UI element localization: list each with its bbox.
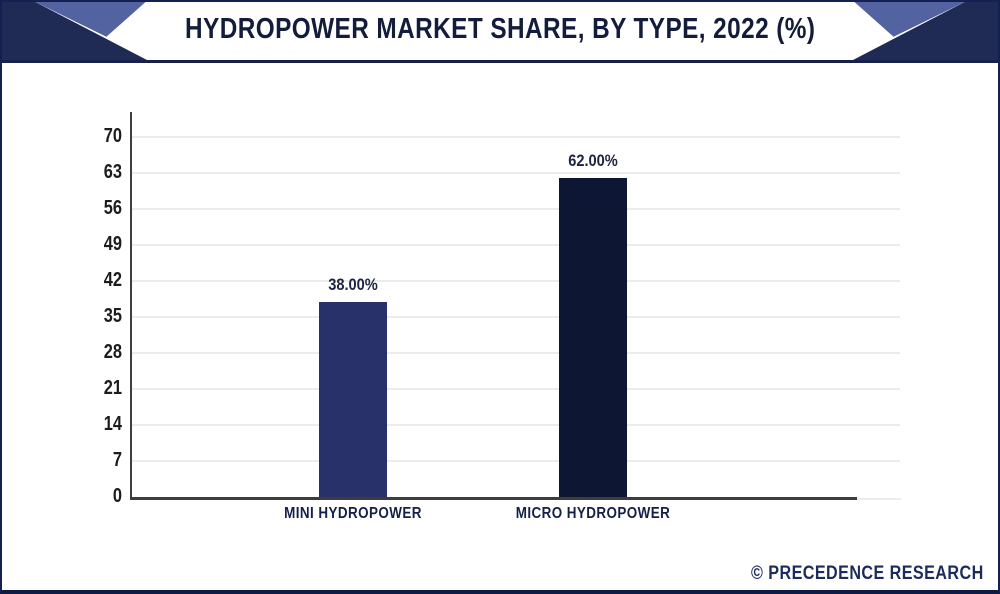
gridline-49 (132, 244, 900, 246)
gridline-35 (132, 316, 900, 318)
y-tick-label-49: 49 (103, 233, 122, 255)
title-row: HYDROPOWER MARKET SHARE, BY TYPE, 2022 (… (152, 2, 848, 57)
y-tick-label-42: 42 (103, 269, 122, 291)
y-tick-label-14: 14 (103, 413, 122, 435)
chart-title: HYDROPOWER MARKET SHARE, BY TYPE, 2022 (… (184, 13, 816, 45)
value-label-mini-hydropower: 38.00% (328, 274, 378, 294)
plot-area: 0 7 14 21 28 35 42 49 56 63 70 38.00% MINI HYDROPOWE… (104, 125, 902, 522)
gridline-56 (132, 208, 900, 210)
y-tick-label-63: 63 (103, 161, 122, 183)
y-tick-label-0: 0 (112, 485, 122, 507)
gridline-14 (132, 424, 900, 426)
category-label-mini-hydropower: MINI HYDROPOWER (284, 505, 422, 522)
value-label-micro-hydropower: 62.00% (568, 151, 619, 171)
y-tick-label-28: 28 (103, 341, 122, 363)
y-tick-label-7: 7 (112, 449, 122, 471)
x-axis-gridline-extension (857, 498, 901, 500)
watermark: © PRECEDENCE RESEARCH (751, 563, 984, 584)
category-label-micro-hydropower: MICRO HYDROPOWER (515, 505, 671, 522)
x-axis-line (130, 497, 857, 500)
y-tick-label-70: 70 (103, 125, 122, 147)
gridline-70 (132, 136, 900, 138)
y-tick-label-21: 21 (103, 377, 122, 399)
gridline-21 (132, 388, 900, 390)
y-axis-line (130, 112, 132, 500)
gridline-28 (132, 352, 900, 354)
y-tick-label-56: 56 (103, 197, 122, 219)
title-banner: HYDROPOWER MARKET SHARE, BY TYPE, 2022 (… (2, 2, 998, 63)
gridline-7 (132, 460, 900, 462)
bar-micro-hydropower (559, 178, 628, 497)
gridline-42 (132, 280, 900, 282)
y-tick-label-35: 35 (103, 305, 122, 327)
bar-mini-hydropower (318, 301, 387, 497)
gridline-63 (132, 172, 900, 174)
